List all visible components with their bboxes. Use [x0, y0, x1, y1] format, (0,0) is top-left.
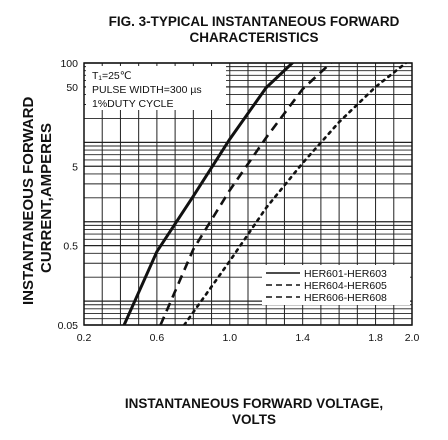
legend-entry-label: HER606-HER608: [304, 292, 387, 304]
y-tick-label: 100: [60, 58, 78, 70]
chart-subtitle: CHARACTERISTICS: [189, 30, 319, 45]
chart-title: FIG. 3-TYPICAL INSTANTANEOUS FORWARD: [108, 14, 400, 29]
series-line-her606-her608: [182, 63, 408, 325]
legend-entry-label: HER601-HER603: [304, 268, 387, 280]
y-tick-label: 50: [66, 82, 78, 94]
y-tick-label: 0.05: [58, 320, 79, 332]
x-tick-label: 0.6: [150, 332, 165, 344]
annotation-text: PULSE WIDTH=300 µs: [92, 84, 202, 96]
x-tick-label: 2.0: [405, 332, 420, 344]
annotation-text: T₁=25℃: [92, 70, 132, 82]
y-tick-label: 0.5: [63, 241, 78, 253]
series-line-her601-her603: [122, 63, 295, 325]
annotation-box: [86, 66, 226, 110]
x-axis-label-line-1: INSTANTANEOUS FORWARD VOLTAGE,: [124, 396, 384, 411]
x-tick-label: 1.8: [368, 332, 383, 344]
annotation-text: 1%DUTY CYCLE: [92, 98, 174, 110]
plot-frame: [83, 62, 413, 326]
legend-entry-label: HER604-HER605: [304, 280, 387, 292]
y-tick-label: 5: [72, 161, 78, 173]
x-tick-label: 1.4: [295, 332, 310, 344]
x-axis-label-line-2: VOLTS: [231, 412, 276, 427]
series-line-her604-her605: [159, 63, 333, 325]
x-tick-label: 1.0: [222, 332, 237, 344]
x-tick-label: 0.2: [77, 332, 92, 344]
